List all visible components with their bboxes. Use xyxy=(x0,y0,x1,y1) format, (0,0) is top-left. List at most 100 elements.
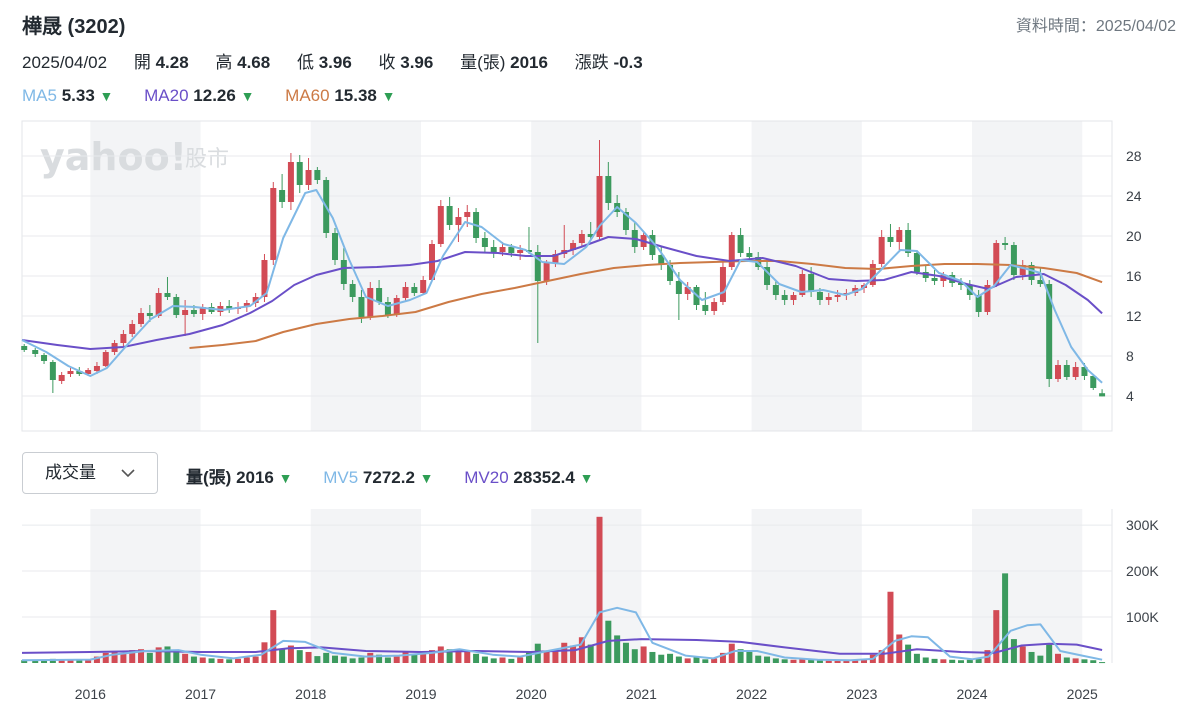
volume-bar xyxy=(913,653,920,663)
candle xyxy=(605,176,612,203)
volume-bar xyxy=(570,645,577,663)
volume-tick-label: 300K xyxy=(1126,517,1159,533)
mv20-line xyxy=(21,638,1103,655)
candle xyxy=(420,280,427,293)
volume-bar xyxy=(21,660,28,663)
volume-bar xyxy=(940,659,947,663)
candle xyxy=(402,287,409,298)
price-tick-label: 28 xyxy=(1126,148,1142,164)
volume-bar xyxy=(667,653,674,663)
down-arrow-icon: ▼ xyxy=(278,470,293,486)
candle xyxy=(102,352,109,366)
year-tick-label: 2017 xyxy=(185,686,216,702)
volume-bar xyxy=(737,649,744,663)
volume-bar xyxy=(781,659,788,663)
volume-bar xyxy=(790,659,797,663)
volume-bar xyxy=(499,657,506,663)
volume-bar xyxy=(728,643,735,663)
volume-bar xyxy=(428,650,435,663)
candle xyxy=(834,295,841,297)
volume-bar xyxy=(993,610,1000,663)
candle xyxy=(464,212,471,217)
candle xyxy=(552,254,559,263)
volume-bar xyxy=(799,658,806,663)
volume-bar xyxy=(931,658,938,663)
candle xyxy=(517,250,524,253)
volume-bar xyxy=(93,656,100,663)
volume-indicator-select[interactable]: 成交量 xyxy=(22,452,158,494)
price-tick-label: 8 xyxy=(1126,348,1134,364)
candle xyxy=(146,313,153,316)
quote-date: 2025/04/02 xyxy=(22,53,108,72)
candle xyxy=(1010,245,1017,275)
volume-bar xyxy=(85,659,92,663)
year-tick-label: 2016 xyxy=(75,686,106,702)
volume-bar xyxy=(834,660,841,663)
candle xyxy=(1019,265,1026,275)
price-tick-label: 16 xyxy=(1126,268,1142,284)
volume-bar xyxy=(358,657,365,663)
candle xyxy=(816,292,823,300)
candle xyxy=(711,302,718,311)
ma20-label: MA20 xyxy=(144,86,189,105)
close-value: 3.96 xyxy=(400,53,434,72)
volume-bar xyxy=(437,646,444,663)
close-quote: 收 3.96 xyxy=(379,53,434,72)
candle xyxy=(543,263,550,281)
volume-bar xyxy=(349,658,356,663)
volume-bar xyxy=(684,658,691,663)
year-tick-label: 2018 xyxy=(295,686,326,702)
data-time: 資料時間：2025/04/02 xyxy=(1015,18,1176,35)
volume-bar xyxy=(675,656,682,663)
ma5-line xyxy=(21,189,1103,384)
candle xyxy=(675,281,682,294)
volume-bar xyxy=(764,656,771,663)
candle xyxy=(411,287,418,293)
volume-bar xyxy=(235,658,242,663)
price-tick-label: 12 xyxy=(1126,308,1142,324)
volume-bar xyxy=(843,660,850,663)
volume-bar xyxy=(966,659,973,663)
ma5-value: 5.33 xyxy=(61,86,95,105)
volume-bar xyxy=(411,654,418,663)
candle xyxy=(596,176,603,237)
candle xyxy=(155,293,162,316)
volume-bar xyxy=(49,658,56,663)
mv5-line xyxy=(21,606,1103,662)
volume-bar xyxy=(393,656,400,663)
candle xyxy=(93,366,100,371)
volume-bar xyxy=(1028,651,1035,663)
volume-bar xyxy=(243,657,250,663)
candle xyxy=(1037,280,1044,284)
candle xyxy=(578,234,585,243)
open-value: 4.28 xyxy=(155,53,189,72)
volume-bar xyxy=(552,649,559,663)
volume-bar xyxy=(975,658,982,663)
year-band xyxy=(310,509,421,663)
year-band xyxy=(972,509,1083,663)
volume-bar xyxy=(693,657,700,663)
ma60-line xyxy=(189,260,1103,349)
volume-legend-item: 量(張) 2016 ▼ xyxy=(186,468,292,487)
price-tick-label: 4 xyxy=(1126,388,1134,404)
volume-bar xyxy=(41,659,48,663)
year-tick-label: 2022 xyxy=(736,686,767,702)
candle xyxy=(446,206,453,225)
volume-bar xyxy=(252,656,259,663)
ma5-legend: MA5 5.33 ▼ xyxy=(22,86,113,105)
volume-bar xyxy=(719,652,726,663)
candle xyxy=(737,235,744,253)
volume-bar xyxy=(32,660,39,663)
year-band xyxy=(531,509,642,663)
volume-bar xyxy=(508,658,515,663)
volume-bar xyxy=(208,658,215,663)
open-label: 開 xyxy=(133,53,151,72)
vol-value: 2016 xyxy=(236,468,274,487)
volume-bar xyxy=(376,654,383,663)
low-label: 低 xyxy=(296,53,314,72)
volume-bar xyxy=(825,660,832,663)
volume-bar xyxy=(896,634,903,663)
volume-bar xyxy=(111,651,118,663)
candle xyxy=(296,162,303,185)
